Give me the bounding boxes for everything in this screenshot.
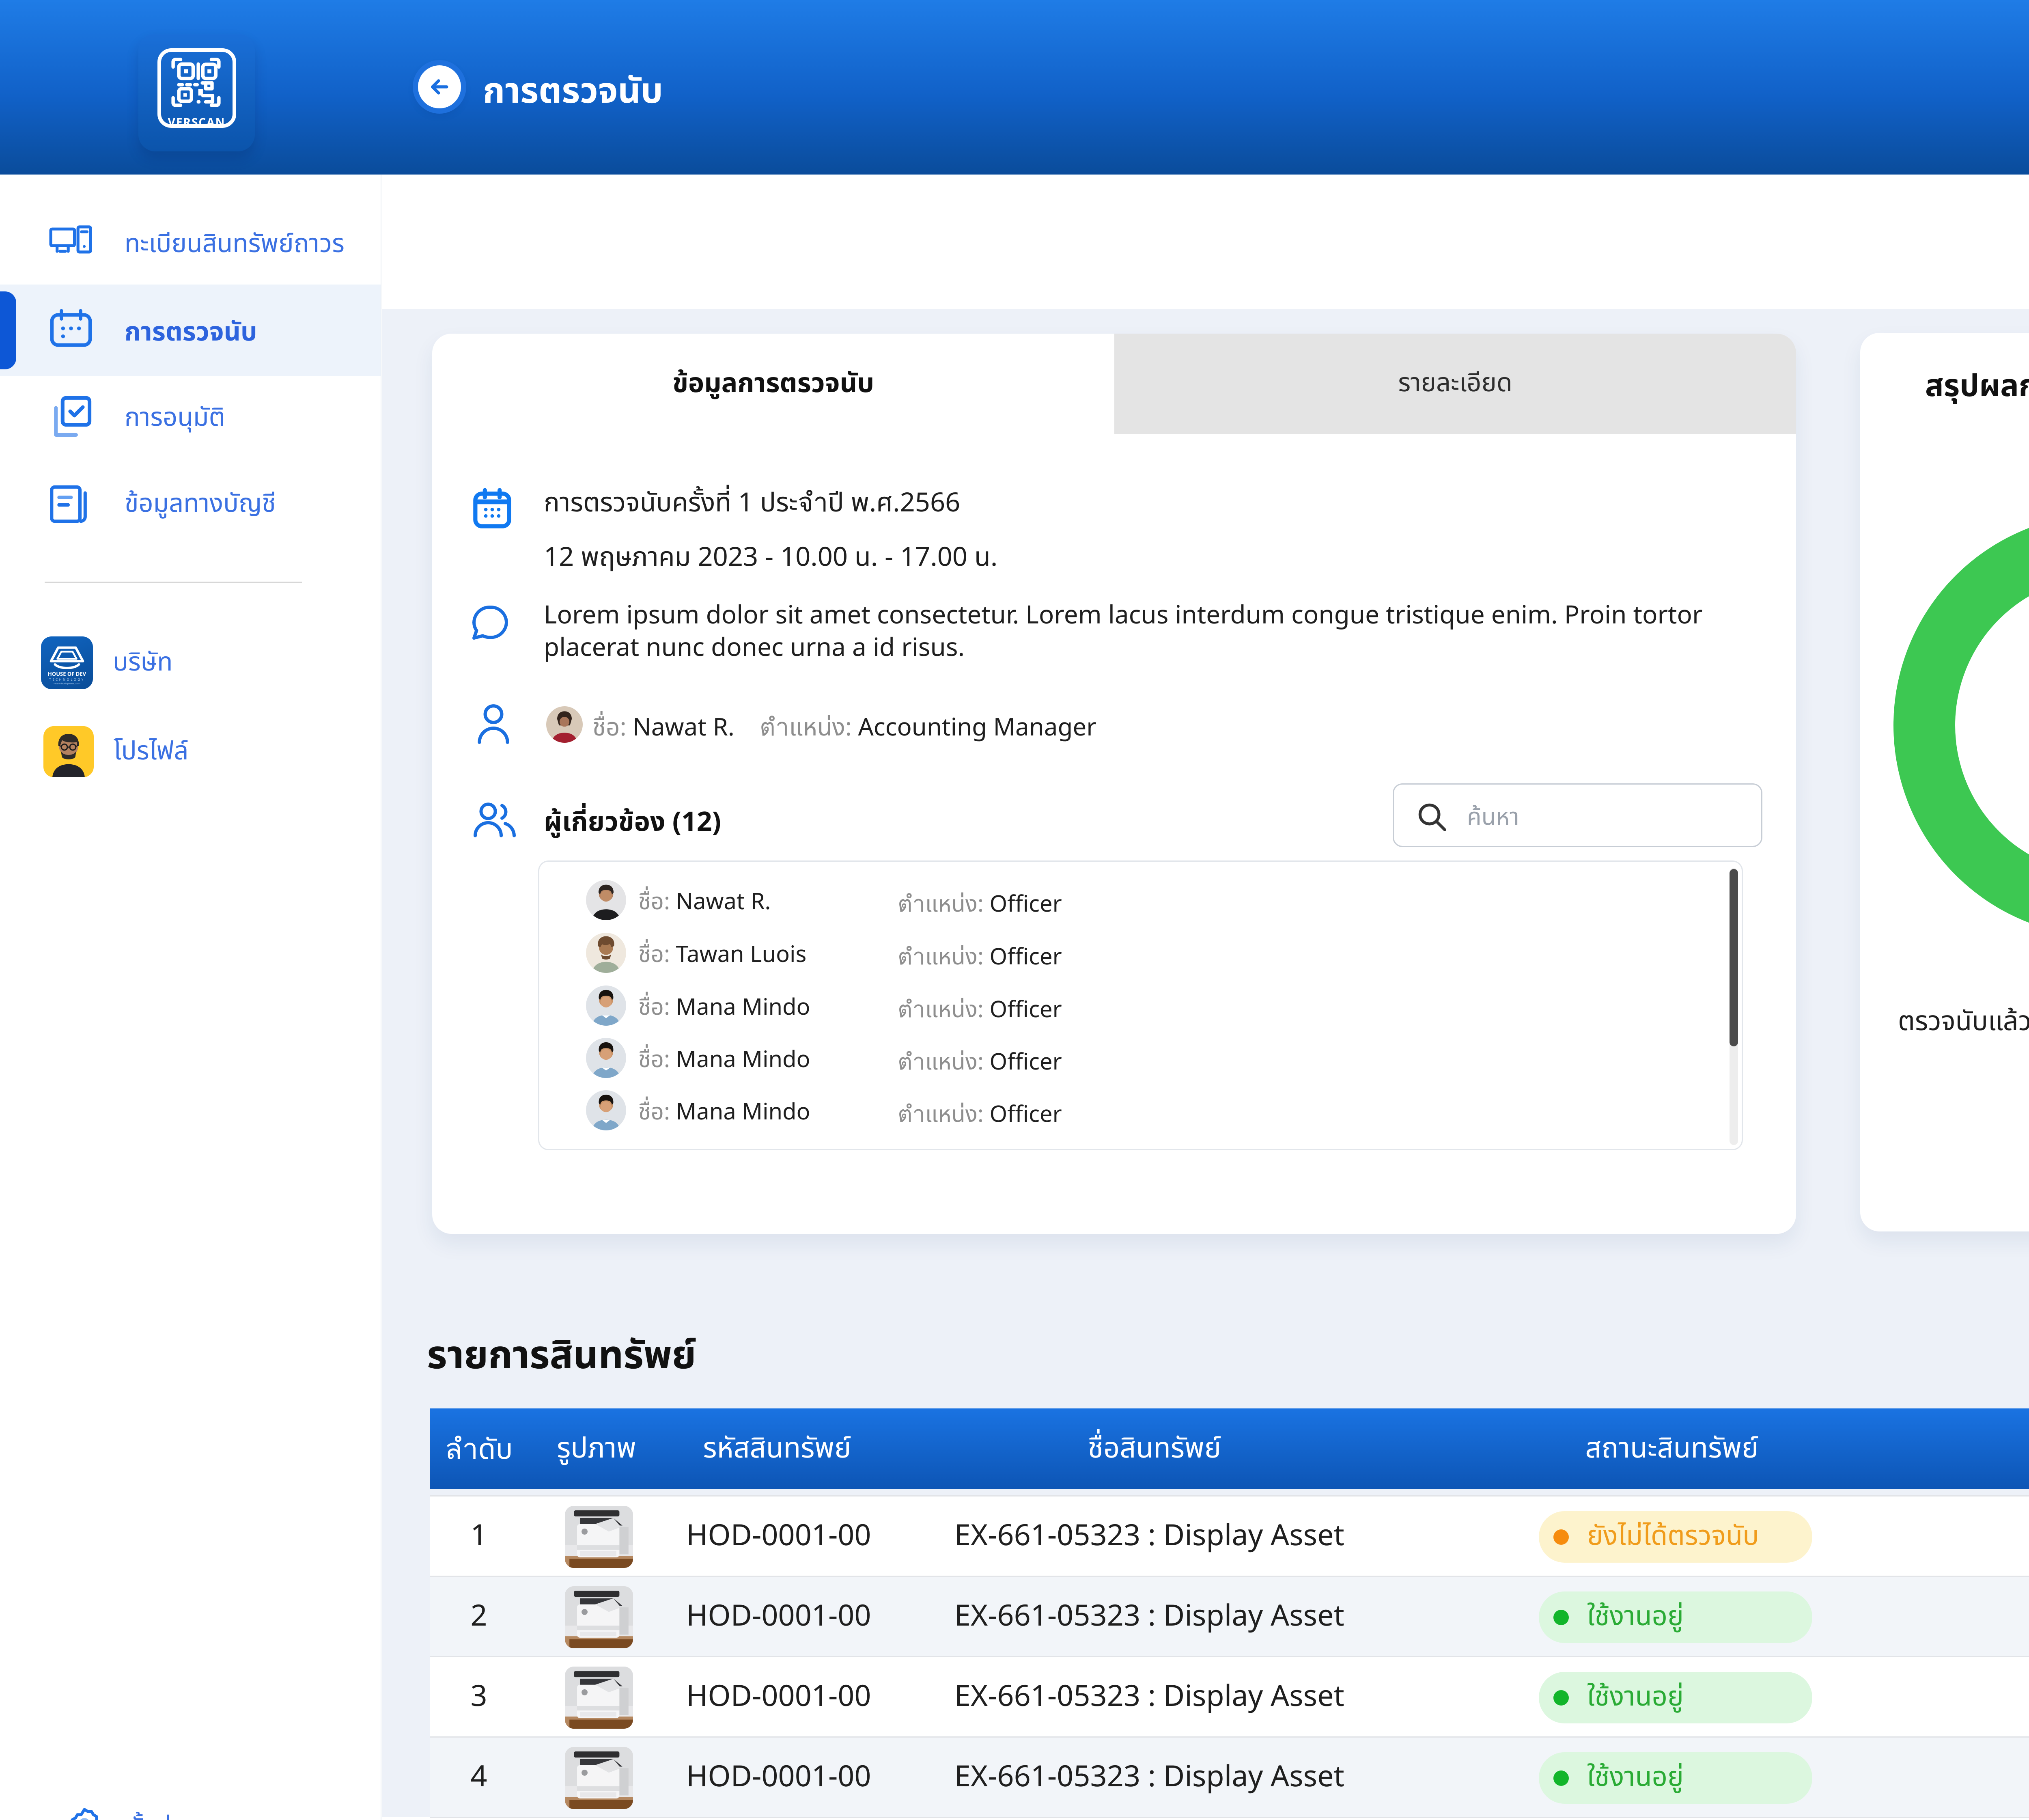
svg-text:*ware development.com*: *ware development.com*: [54, 682, 80, 686]
svg-text:TECHNOLOGY: TECHNOLOGY: [49, 677, 84, 682]
svg-text:HOUSE OF DEV: HOUSE OF DEV: [48, 670, 86, 678]
